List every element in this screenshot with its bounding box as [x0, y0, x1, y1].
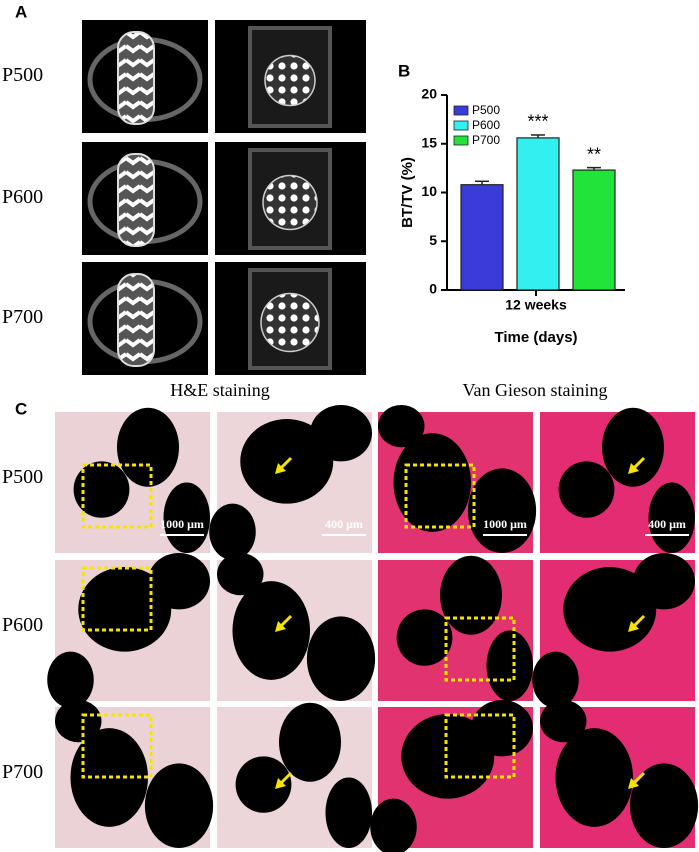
legend-swatch: [453, 135, 469, 146]
column-header: Van Gieson staining: [463, 380, 608, 400]
scaffold: [117, 273, 155, 367]
panel-label: A: [15, 2, 27, 21]
scaffold-void: [440, 555, 502, 635]
scaffold-void: [540, 699, 587, 743]
scaffold-void: [306, 616, 376, 701]
scaffold-void: [378, 404, 425, 448]
row-label: P700: [2, 306, 43, 328]
scale-bar-label: 400 μm: [325, 517, 363, 531]
scaffold: [264, 54, 316, 107]
zoom-box: [444, 713, 516, 779]
scaffold-void: [555, 728, 633, 827]
scaffold-void: [217, 552, 264, 596]
arrow-head: [628, 778, 639, 789]
scaffold-void: [144, 763, 214, 848]
legend-swatch: [453, 105, 469, 116]
legend-label: P600: [472, 118, 500, 132]
scaffold-void: [558, 461, 615, 518]
y-tick-label: 10: [421, 183, 437, 199]
legend-label: P500: [472, 103, 500, 117]
scaffold-void: [471, 699, 533, 757]
scaffold-void: [325, 777, 372, 848]
scaffold-void: [232, 581, 310, 680]
scaffold-void: [73, 461, 130, 518]
bar: [460, 184, 504, 291]
row-label: P500: [2, 466, 43, 488]
scale-bar-label: 1000 μm: [483, 517, 527, 531]
arrow-head: [628, 621, 639, 632]
arrow-head: [628, 463, 639, 474]
zoom-box: [81, 463, 153, 529]
scaffold-void: [47, 651, 94, 709]
scale-bar-label: 400 μm: [648, 517, 686, 531]
y-tick-label: 0: [429, 281, 437, 297]
scaffold-void: [370, 798, 417, 852]
bar: [572, 169, 616, 291]
row-label: P600: [2, 186, 43, 208]
zoom-box: [81, 566, 153, 632]
scaffold: [117, 31, 155, 125]
scaffold-void: [633, 552, 695, 610]
x-tick-label: 12 weeks: [505, 297, 567, 313]
bar: [516, 137, 560, 291]
row-label: P700: [2, 761, 43, 783]
scaffold-void: [602, 407, 664, 487]
scaffold: [262, 174, 318, 231]
arrow-head: [275, 463, 286, 474]
scaffold-void: [310, 404, 372, 462]
scaffold-void: [401, 714, 495, 799]
significance: **: [587, 144, 601, 164]
scaffold-void: [55, 699, 102, 743]
significance: ***: [527, 112, 548, 132]
scale-bar-label: 1000 μm: [160, 517, 204, 531]
zoom-box: [404, 463, 476, 529]
scaffold-void: [117, 407, 179, 487]
scaffold-void: [393, 433, 471, 532]
scaffold-void: [532, 651, 579, 709]
scaffold-void: [467, 468, 537, 553]
x-axis-label: Time (days): [494, 329, 577, 346]
scaffold-void: [209, 503, 256, 561]
scaffold-void: [148, 552, 210, 610]
row-label: P600: [2, 614, 43, 636]
scaffold-void: [235, 756, 292, 813]
scaffold: [260, 292, 320, 353]
scaffold-void: [486, 630, 533, 701]
column-header: H&E staining: [170, 380, 270, 400]
zoom-box: [81, 713, 153, 779]
y-tick-label: 5: [429, 232, 437, 248]
arrow-head: [275, 778, 286, 789]
zoom-box: [444, 616, 516, 682]
y-tick-label: 15: [421, 134, 437, 150]
arrow-head: [275, 621, 286, 632]
y-axis-label: BT/TV (%): [399, 157, 416, 228]
scaffold-void: [396, 609, 453, 666]
scaffold-void: [279, 702, 341, 782]
panel-label: C: [15, 399, 27, 418]
scaffold-void: [629, 763, 699, 848]
legend-swatch: [453, 120, 469, 131]
row-label: P500: [2, 64, 43, 86]
legend-label: P700: [472, 133, 500, 147]
scaffold: [117, 153, 155, 247]
panel-label: B: [398, 61, 410, 80]
y-tick-label: 20: [421, 86, 437, 102]
